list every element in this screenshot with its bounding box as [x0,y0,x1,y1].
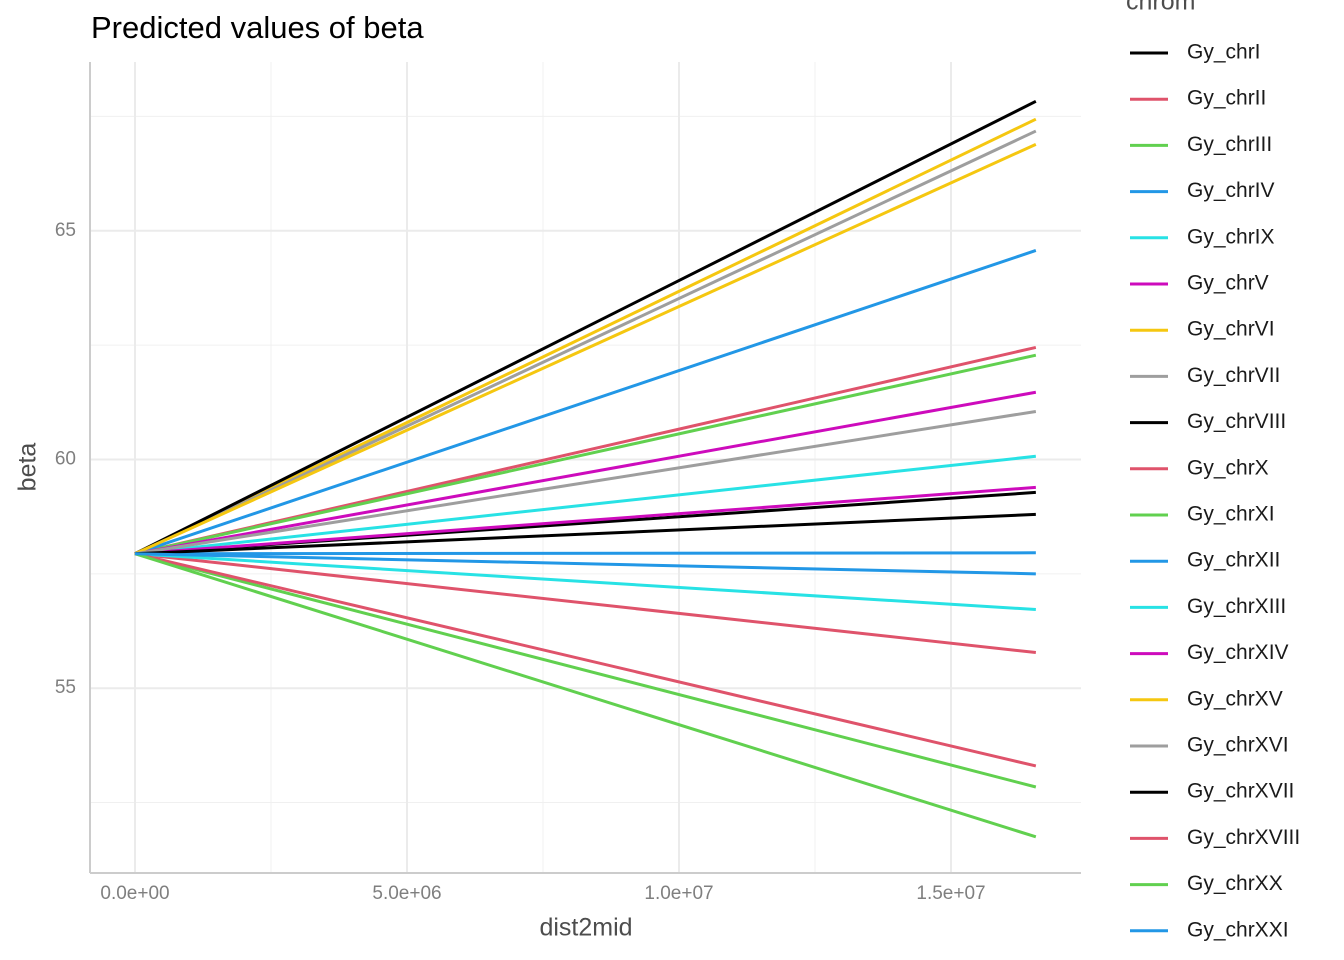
series-line [134,454,1037,556]
legend-label: Gy_chrI [1187,41,1261,64]
y-tick-label: 65 [55,220,76,241]
legend-label: Gy_chrIV [1187,179,1275,202]
series-line [134,552,1037,789]
series-line [134,552,1037,839]
series-line [134,552,1036,612]
legend-label: Gy_chrXIII [1187,595,1286,618]
legend-label: Gy_chrVII [1187,364,1280,387]
y-tick-label: 60 [55,449,76,470]
legend-label: Gy_chrXXI [1187,918,1289,941]
grid [90,62,1081,873]
series-line [134,485,1036,556]
legend-label: Gy_chrV [1187,272,1269,295]
series-line [134,552,1036,576]
series-line [134,142,1037,556]
series-line [134,551,1036,556]
legend-title: chrom [1126,0,1195,16]
lines [134,99,1037,839]
x-axis-label: dist2mid [539,914,632,942]
legend-label: Gy_chrVI [1187,318,1275,341]
legend-label: Gy_chrXIV [1187,641,1289,664]
legend-label: Gy_chrIII [1187,133,1272,156]
legend-label: Gy_chrX [1187,456,1269,479]
x-tick-label: 5.0e+06 [372,883,441,904]
y-tick-label: 55 [55,677,76,698]
x-tick-label: 0.0e+00 [100,883,169,904]
legend-label: Gy_chrXVI [1187,734,1289,757]
legend-label: Gy_chrXI [1187,503,1275,526]
legend-label: Gy_chrVIII [1187,410,1286,433]
legend-label: Gy_chrII [1187,87,1266,110]
legend-label: Gy_chrIX [1187,225,1275,248]
series-line [134,129,1037,556]
series-line [134,552,1037,768]
y-axis-label: beta [14,443,42,492]
legend-label: Gy_chrXVII [1187,780,1294,803]
legend-label: Gy_chrXII [1187,549,1280,572]
x-tick-label: 1.0e+07 [644,883,713,904]
series-line [134,409,1037,556]
series-line [134,552,1037,655]
chart-title: Predicted values of beta [91,10,424,45]
x-tick-label: 1.5e+07 [916,883,985,904]
legend-label: Gy_chrXX [1187,872,1283,895]
series-line [134,390,1037,556]
series-line [134,512,1036,556]
legend-label: Gy_chrXV [1187,687,1283,710]
legend-label: Gy_chrXVIII [1187,826,1300,849]
series-line [134,249,1037,556]
series-line [134,117,1037,556]
series-line [134,353,1037,556]
series-line [134,99,1037,556]
